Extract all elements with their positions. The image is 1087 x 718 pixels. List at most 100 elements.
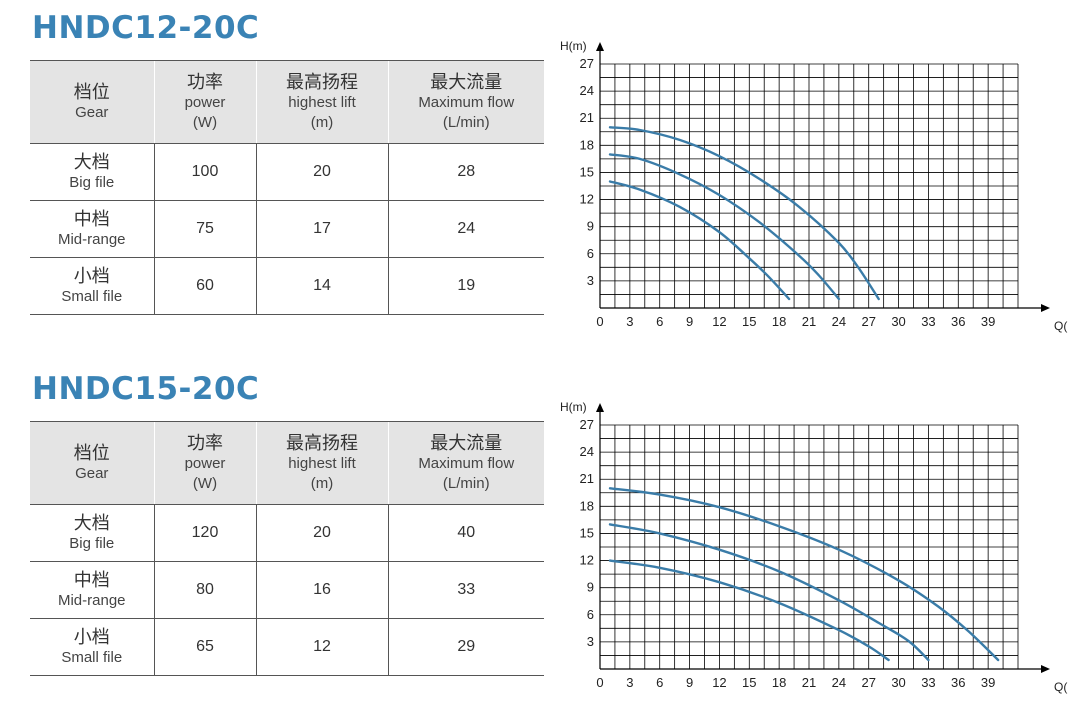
x-tick-label: 33 bbox=[921, 314, 935, 329]
x-tick-label: 15 bbox=[742, 675, 756, 690]
y-tick-label: 27 bbox=[580, 56, 594, 71]
x-tick-label: 18 bbox=[772, 314, 786, 329]
gear-cell: 中档 Mid-range bbox=[30, 561, 154, 619]
y-tick-label: 15 bbox=[580, 525, 594, 540]
y-axis-label: H(m) bbox=[560, 400, 587, 414]
model-section: HNDC15-20C 档位 Gear 功率 power (W) 最高扬程 highest… bbox=[0, 361, 1087, 718]
x-tick-label: 0 bbox=[596, 314, 603, 329]
flow-cell: 33 bbox=[387, 561, 544, 619]
y-tick-label: 9 bbox=[587, 580, 594, 595]
x-tick-label: 9 bbox=[686, 314, 693, 329]
series-line bbox=[608, 487, 1000, 662]
x-tick-label: 3 bbox=[626, 675, 633, 690]
power-cell: 60 bbox=[153, 257, 256, 315]
x-tick-label: 0 bbox=[596, 675, 603, 690]
x-tick-label: 27 bbox=[861, 314, 875, 329]
y-axis-label: H(m) bbox=[560, 39, 587, 53]
lift-cell: 17 bbox=[255, 200, 388, 258]
x-tick-label: 12 bbox=[712, 314, 726, 329]
y-tick-label: 18 bbox=[580, 498, 594, 513]
y-tick-label: 9 bbox=[587, 219, 594, 234]
lift-cell: 14 bbox=[255, 257, 388, 315]
table-row: 中档 Mid-range 80 16 33 bbox=[30, 561, 544, 619]
grid bbox=[600, 63, 1019, 308]
flow-cell: 19 bbox=[387, 257, 544, 315]
flow-cell: 28 bbox=[387, 143, 544, 201]
y-axis-arrow-icon bbox=[596, 42, 604, 51]
series-line bbox=[608, 180, 791, 301]
y-tick-label: 24 bbox=[580, 444, 594, 459]
flow-cell: 24 bbox=[387, 200, 544, 258]
gear-cell: 大档 Big file bbox=[30, 143, 154, 201]
x-axis-arrow-icon bbox=[1041, 304, 1050, 312]
y-tick-label: 27 bbox=[580, 417, 594, 432]
x-tick-label: 15 bbox=[742, 314, 756, 329]
header-lift: 最高扬程 highest lift (m) bbox=[255, 60, 388, 144]
header-lift: 最高扬程 highest lift (m) bbox=[255, 421, 388, 505]
flow-cell: 40 bbox=[387, 504, 544, 562]
flow-cell: 29 bbox=[387, 618, 544, 676]
spec-table: 档位 Gear 功率 power (W) 最高扬程 highest lift (m) 最大… bbox=[30, 421, 544, 676]
power-cell: 120 bbox=[153, 504, 256, 562]
power-cell: 75 bbox=[153, 200, 256, 258]
x-tick-label: 36 bbox=[951, 314, 965, 329]
header-flow: 最大流量 Maximum flow (L/min) bbox=[387, 60, 544, 144]
model-title: HNDC12-20C bbox=[32, 10, 260, 46]
grid bbox=[600, 424, 1019, 669]
gear-cell: 大档 Big file bbox=[30, 504, 154, 562]
x-tick-label: 33 bbox=[921, 675, 935, 690]
header-gear: 档位 Gear bbox=[30, 60, 154, 144]
x-tick-label: 3 bbox=[626, 314, 633, 329]
gear-cell: 中档 Mid-range bbox=[30, 200, 154, 258]
header-flow: 最大流量 Maximum flow (L/min) bbox=[387, 421, 544, 505]
y-tick-label: 18 bbox=[580, 137, 594, 152]
table-row: 大档 Big file 120 20 40 bbox=[30, 504, 544, 562]
y-tick-label: 12 bbox=[580, 553, 594, 568]
y-tick-label: 6 bbox=[587, 246, 594, 261]
gear-cell: 小档 Small file bbox=[30, 257, 154, 315]
series-line bbox=[608, 153, 841, 301]
lift-cell: 20 bbox=[255, 504, 388, 562]
lift-cell: 20 bbox=[255, 143, 388, 201]
table-row: 小档 Small file 65 12 29 bbox=[30, 618, 544, 676]
y-tick-label: 6 bbox=[587, 607, 594, 622]
power-cell: 65 bbox=[153, 618, 256, 676]
y-tick-label: 21 bbox=[580, 110, 594, 125]
spec-table: 档位 Gear 功率 power (W) 最高扬程 highest lift (m) 最大… bbox=[30, 60, 544, 315]
x-tick-label: 21 bbox=[802, 675, 816, 690]
table-header-row: 档位 Gear 功率 power (W) 最高扬程 highest lift (m) 最大… bbox=[30, 421, 544, 505]
x-tick-label: 24 bbox=[832, 675, 846, 690]
table-row: 大档 Big file 100 20 28 bbox=[30, 143, 544, 201]
x-tick-label: 9 bbox=[686, 675, 693, 690]
x-tick-label: 39 bbox=[981, 675, 995, 690]
x-tick-label: 21 bbox=[802, 314, 816, 329]
x-tick-label: 36 bbox=[951, 675, 965, 690]
x-tick-label: 27 bbox=[861, 675, 875, 690]
y-tick-label: 21 bbox=[580, 471, 594, 486]
model-section: HNDC12-20C 档位 Gear 功率 power (W) 最高扬程 highest… bbox=[0, 0, 1087, 357]
gear-cell: 小档 Small file bbox=[30, 618, 154, 676]
x-tick-label: 12 bbox=[712, 675, 726, 690]
x-tick-label: 6 bbox=[656, 675, 663, 690]
header-gear: 档位 Gear bbox=[30, 421, 154, 505]
table-row: 小档 Small file 60 14 19 bbox=[30, 257, 544, 315]
y-axis-arrow-icon bbox=[596, 403, 604, 412]
table-header-row: 档位 Gear 功率 power (W) 最高扬程 highest lift (m) 最大… bbox=[30, 60, 544, 144]
lift-cell: 12 bbox=[255, 618, 388, 676]
x-tick-label: 39 bbox=[981, 314, 995, 329]
series-line bbox=[608, 126, 880, 301]
x-axis-label: Q(l/min) bbox=[1054, 319, 1068, 333]
x-tick-label: 24 bbox=[832, 314, 846, 329]
header-power: 功率 power (W) bbox=[153, 60, 256, 144]
y-tick-label: 3 bbox=[587, 273, 594, 288]
table-row: 中档 Mid-range 75 17 24 bbox=[30, 200, 544, 258]
y-tick-label: 12 bbox=[580, 192, 594, 207]
lift-cell: 16 bbox=[255, 561, 388, 619]
series-line bbox=[608, 523, 930, 662]
y-tick-label: 24 bbox=[580, 83, 594, 98]
header-power: 功率 power (W) bbox=[153, 421, 256, 505]
model-title: HNDC15-20C bbox=[32, 371, 260, 407]
x-tick-label: 30 bbox=[891, 314, 905, 329]
